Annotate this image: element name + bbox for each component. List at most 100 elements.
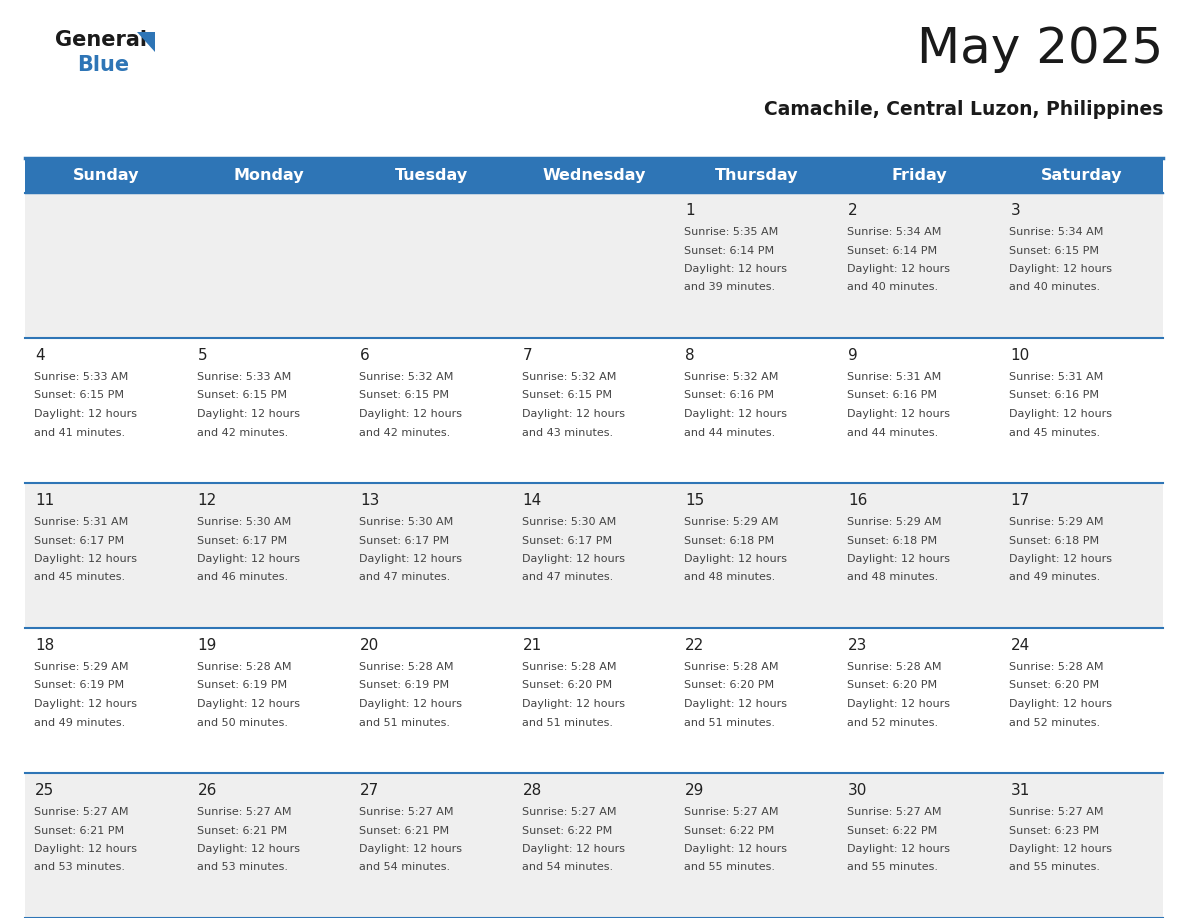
- Text: 21: 21: [523, 638, 542, 653]
- Bar: [675, 338, 838, 483]
- Bar: [25, 773, 188, 918]
- Bar: [513, 193, 675, 338]
- Bar: [838, 773, 1000, 918]
- Bar: [513, 628, 675, 773]
- Text: Thursday: Thursday: [715, 168, 798, 183]
- Text: 13: 13: [360, 493, 379, 508]
- Text: Sunrise: 5:28 AM: Sunrise: 5:28 AM: [196, 662, 291, 672]
- Text: Sunrise: 5:27 AM: Sunrise: 5:27 AM: [34, 807, 128, 817]
- Text: Daylight: 12 hours: Daylight: 12 hours: [847, 554, 950, 564]
- Text: Sunrise: 5:29 AM: Sunrise: 5:29 AM: [847, 517, 941, 527]
- Bar: [350, 338, 513, 483]
- Text: Sunrise: 5:32 AM: Sunrise: 5:32 AM: [522, 372, 617, 382]
- Text: Daylight: 12 hours: Daylight: 12 hours: [34, 844, 137, 854]
- Text: and 52 minutes.: and 52 minutes.: [1010, 718, 1100, 727]
- Text: Sunrise: 5:33 AM: Sunrise: 5:33 AM: [196, 372, 291, 382]
- Text: and 54 minutes.: and 54 minutes.: [522, 863, 613, 872]
- Text: Sunrise: 5:31 AM: Sunrise: 5:31 AM: [1010, 372, 1104, 382]
- Text: and 40 minutes.: and 40 minutes.: [1010, 283, 1100, 293]
- Text: Sunrise: 5:28 AM: Sunrise: 5:28 AM: [684, 662, 779, 672]
- Text: Sunrise: 5:32 AM: Sunrise: 5:32 AM: [359, 372, 454, 382]
- Text: and 42 minutes.: and 42 minutes.: [359, 428, 450, 438]
- Text: 9: 9: [848, 348, 858, 363]
- Text: Wednesday: Wednesday: [542, 168, 646, 183]
- Text: May 2025: May 2025: [917, 25, 1163, 73]
- Text: 3: 3: [1011, 203, 1020, 218]
- Bar: [25, 193, 188, 338]
- Text: Sunrise: 5:34 AM: Sunrise: 5:34 AM: [847, 227, 941, 237]
- Text: Daylight: 12 hours: Daylight: 12 hours: [847, 409, 950, 419]
- Text: 16: 16: [848, 493, 867, 508]
- Bar: [188, 773, 350, 918]
- Text: and 55 minutes.: and 55 minutes.: [684, 863, 776, 872]
- Text: Sunday: Sunday: [72, 168, 139, 183]
- Text: Sunset: 6:21 PM: Sunset: 6:21 PM: [359, 825, 449, 835]
- Text: Sunrise: 5:29 AM: Sunrise: 5:29 AM: [1010, 517, 1104, 527]
- Text: Daylight: 12 hours: Daylight: 12 hours: [34, 699, 137, 709]
- Text: Daylight: 12 hours: Daylight: 12 hours: [1010, 844, 1112, 854]
- Text: Daylight: 12 hours: Daylight: 12 hours: [1010, 409, 1112, 419]
- Text: Sunrise: 5:27 AM: Sunrise: 5:27 AM: [1010, 807, 1104, 817]
- Bar: [838, 483, 1000, 628]
- Text: Daylight: 12 hours: Daylight: 12 hours: [684, 264, 788, 274]
- Text: Daylight: 12 hours: Daylight: 12 hours: [522, 409, 625, 419]
- Text: 2: 2: [848, 203, 858, 218]
- Text: Daylight: 12 hours: Daylight: 12 hours: [1010, 699, 1112, 709]
- Text: and 48 minutes.: and 48 minutes.: [684, 573, 776, 583]
- Text: Sunrise: 5:33 AM: Sunrise: 5:33 AM: [34, 372, 128, 382]
- Text: Sunrise: 5:31 AM: Sunrise: 5:31 AM: [34, 517, 128, 527]
- Text: and 48 minutes.: and 48 minutes.: [847, 573, 939, 583]
- Bar: [350, 483, 513, 628]
- Text: 25: 25: [34, 783, 55, 798]
- Text: Sunrise: 5:27 AM: Sunrise: 5:27 AM: [684, 807, 779, 817]
- Bar: [1000, 338, 1163, 483]
- Text: and 46 minutes.: and 46 minutes.: [196, 573, 287, 583]
- Text: Sunset: 6:22 PM: Sunset: 6:22 PM: [522, 825, 612, 835]
- Text: Sunset: 6:17 PM: Sunset: 6:17 PM: [34, 535, 124, 545]
- Bar: [675, 193, 838, 338]
- Text: Daylight: 12 hours: Daylight: 12 hours: [196, 844, 299, 854]
- Text: Sunset: 6:20 PM: Sunset: 6:20 PM: [684, 680, 775, 690]
- Text: Sunset: 6:21 PM: Sunset: 6:21 PM: [34, 825, 124, 835]
- Text: Sunset: 6:15 PM: Sunset: 6:15 PM: [1010, 245, 1099, 255]
- Text: Sunrise: 5:32 AM: Sunrise: 5:32 AM: [684, 372, 778, 382]
- Bar: [25, 338, 188, 483]
- Text: Daylight: 12 hours: Daylight: 12 hours: [359, 699, 462, 709]
- Text: Daylight: 12 hours: Daylight: 12 hours: [359, 844, 462, 854]
- Text: and 51 minutes.: and 51 minutes.: [522, 718, 613, 727]
- Text: 22: 22: [685, 638, 704, 653]
- Text: Daylight: 12 hours: Daylight: 12 hours: [34, 554, 137, 564]
- Text: Sunset: 6:18 PM: Sunset: 6:18 PM: [847, 535, 937, 545]
- Text: Sunset: 6:15 PM: Sunset: 6:15 PM: [359, 390, 449, 400]
- Text: 19: 19: [197, 638, 217, 653]
- Text: and 39 minutes.: and 39 minutes.: [684, 283, 776, 293]
- Text: and 49 minutes.: and 49 minutes.: [34, 718, 125, 727]
- Text: Sunset: 6:15 PM: Sunset: 6:15 PM: [34, 390, 124, 400]
- Text: 30: 30: [848, 783, 867, 798]
- Text: and 55 minutes.: and 55 minutes.: [1010, 863, 1100, 872]
- Text: Sunset: 6:14 PM: Sunset: 6:14 PM: [684, 245, 775, 255]
- Text: and 40 minutes.: and 40 minutes.: [847, 283, 939, 293]
- Bar: [675, 628, 838, 773]
- Text: Sunrise: 5:28 AM: Sunrise: 5:28 AM: [359, 662, 454, 672]
- Text: Daylight: 12 hours: Daylight: 12 hours: [34, 409, 137, 419]
- Text: and 52 minutes.: and 52 minutes.: [847, 718, 939, 727]
- Text: 12: 12: [197, 493, 217, 508]
- Text: 5: 5: [197, 348, 207, 363]
- Bar: [513, 483, 675, 628]
- Text: Sunset: 6:19 PM: Sunset: 6:19 PM: [359, 680, 449, 690]
- Text: 10: 10: [1011, 348, 1030, 363]
- Bar: [350, 628, 513, 773]
- Text: and 53 minutes.: and 53 minutes.: [196, 863, 287, 872]
- Text: Sunrise: 5:27 AM: Sunrise: 5:27 AM: [847, 807, 941, 817]
- Text: and 42 minutes.: and 42 minutes.: [196, 428, 287, 438]
- Text: Monday: Monday: [234, 168, 304, 183]
- Text: Sunset: 6:16 PM: Sunset: 6:16 PM: [684, 390, 775, 400]
- Bar: [838, 628, 1000, 773]
- Text: and 45 minutes.: and 45 minutes.: [34, 573, 125, 583]
- Text: 11: 11: [34, 493, 55, 508]
- Text: Sunset: 6:20 PM: Sunset: 6:20 PM: [847, 680, 937, 690]
- Bar: [1000, 193, 1163, 338]
- Text: Blue: Blue: [77, 55, 129, 75]
- Text: and 50 minutes.: and 50 minutes.: [196, 718, 287, 727]
